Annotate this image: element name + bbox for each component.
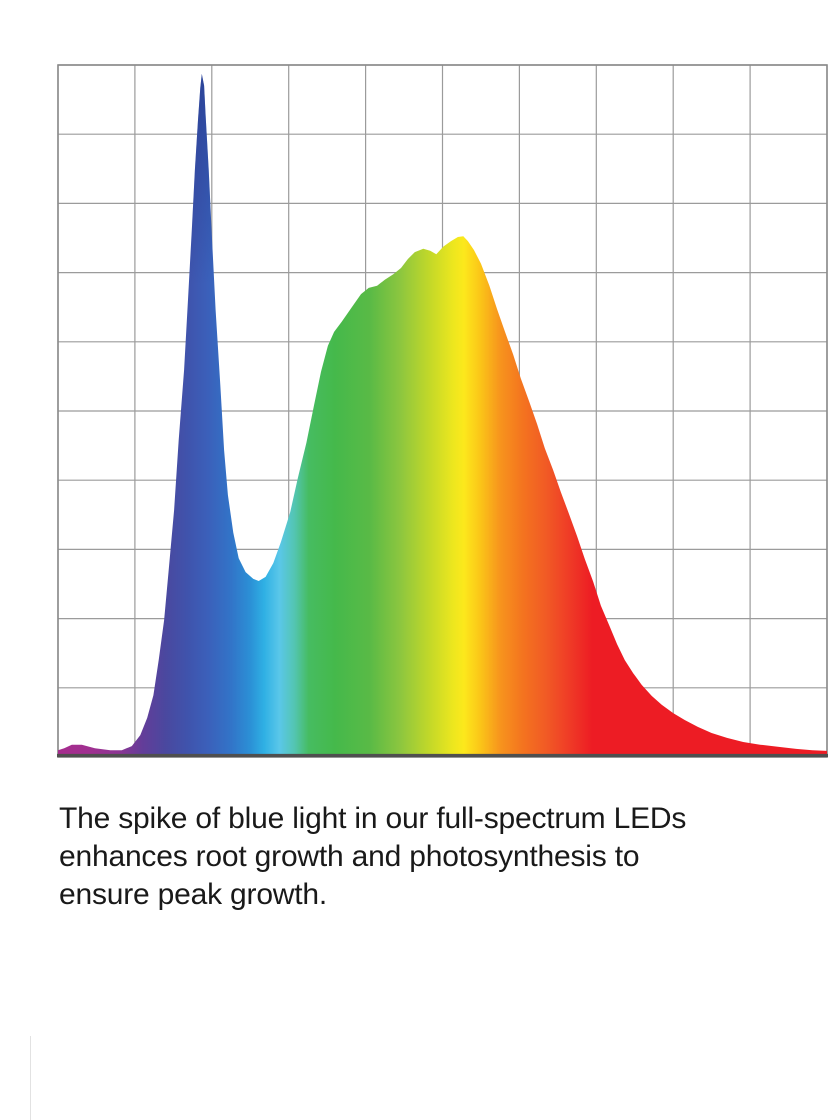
caption: The spike of blue light in our full-spec…: [59, 800, 799, 914]
caption-line-1: The spike of blue light in our full-spec…: [59, 802, 687, 835]
caption-line-2: enhances root growth and photosynthesis …: [59, 840, 640, 873]
spectrum-area: [58, 73, 827, 757]
caption-line-3: ensure peak growth.: [59, 878, 328, 911]
spectrum-chart: [57, 64, 828, 758]
spectrum-chart-svg: [57, 64, 828, 758]
page-edge-mark: [30, 1036, 31, 1120]
